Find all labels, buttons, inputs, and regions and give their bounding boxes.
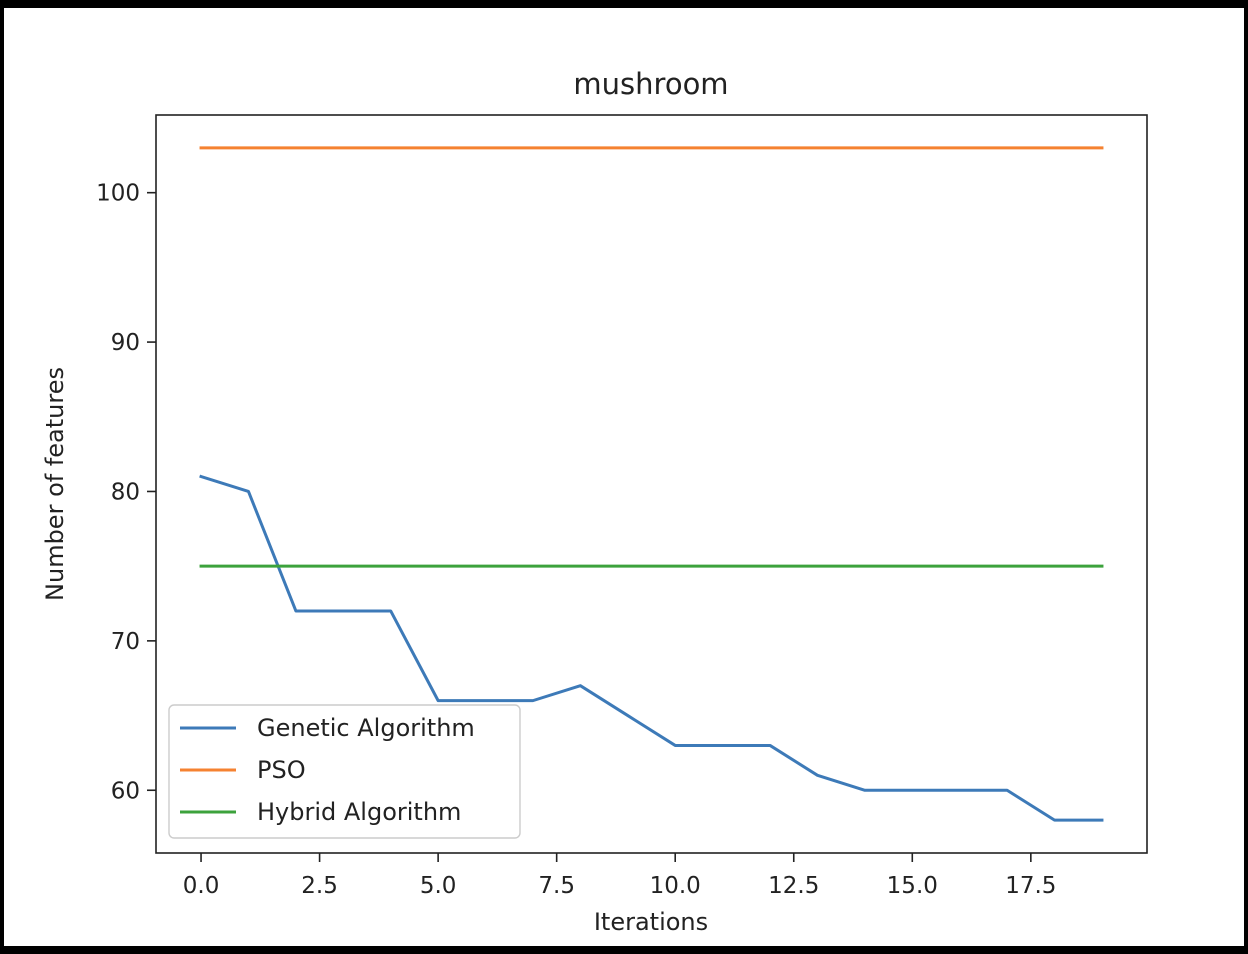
x-axis-label: Iterations — [594, 908, 708, 936]
series-line-genetic-algorithm — [199, 474, 1104, 822]
x-tick-label: 2.5 — [301, 873, 338, 899]
plot-frame — [155, 114, 1148, 854]
chart-title: mushroom — [573, 67, 728, 101]
legend-label-pso: PSO — [257, 756, 306, 784]
series-layer — [199, 146, 1104, 822]
x-tick-label: 5.0 — [420, 873, 457, 899]
x-tick-label: 15.0 — [887, 873, 938, 899]
y-tick-label: 60 — [111, 778, 140, 804]
legend-label-genetic-algorithm: Genetic Algorithm — [257, 714, 475, 742]
y-tick-label: 70 — [111, 629, 140, 655]
y-axis: 60 70 80 90 100 — [96, 181, 156, 804]
x-tick-label: 7.5 — [538, 873, 575, 899]
y-tick-label: 90 — [111, 330, 140, 356]
y-axis-label: Number of features — [41, 367, 69, 601]
legend-box — [168, 704, 521, 839]
x-axis: 0.0 2.5 5.0 7.5 10.0 12.5 15.0 17.5 — [183, 853, 1056, 899]
x-tick-label: 0.0 — [183, 873, 220, 899]
legend: Genetic Algorithm PSO Hybrid Algorithm — [168, 704, 521, 839]
legend-label-hybrid-algorithm: Hybrid Algorithm — [257, 798, 461, 826]
y-tick-label: 100 — [96, 181, 140, 207]
x-tick-label: 12.5 — [768, 873, 819, 899]
x-tick-label: 10.0 — [650, 873, 701, 899]
y-tick-label: 80 — [111, 479, 140, 505]
x-tick-label: 17.5 — [1005, 873, 1056, 899]
